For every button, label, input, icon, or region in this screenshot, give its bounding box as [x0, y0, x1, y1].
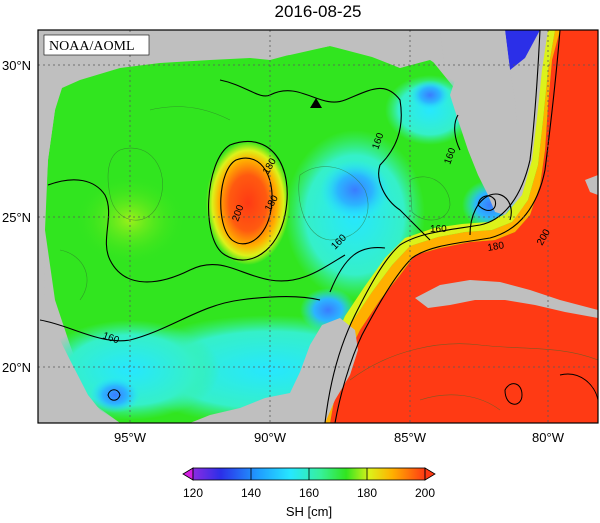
contour-160-south [39, 296, 321, 342]
colorbar: 120 140 160 180 200 SH [cm] [182, 467, 436, 519]
blue-patch-1 [320, 160, 390, 220]
contour-label: 160 [430, 224, 447, 235]
colorbar-title: SH [cm] [286, 504, 332, 519]
contour-200-front [334, 30, 561, 423]
colorbar-tick-label: 200 [415, 486, 435, 500]
front-band-yellow [322, 30, 560, 423]
minor-contours [59, 106, 598, 411]
contour-sw-small [107, 389, 121, 401]
colorbar-tick-label: 160 [299, 486, 319, 500]
contour-180-front [324, 30, 541, 423]
map-area [38, 30, 598, 423]
mexico-land [38, 230, 120, 423]
contour-160-east [469, 193, 512, 236]
contour-160-west [47, 179, 346, 283]
map-frame [37, 29, 599, 424]
credit-text: NOAA/AOML [49, 39, 135, 54]
contour-140-small [477, 195, 497, 211]
lon-label-95w: 95°W [114, 430, 147, 445]
atlantic-blue-corner [505, 30, 540, 70]
blue-patch-4 [410, 80, 450, 110]
lat-label-20n: 20°N [2, 360, 31, 375]
lon-label-80w: 80°W [532, 430, 565, 445]
contour-label: 180 [487, 240, 506, 254]
lon-label-90w: 90°W [254, 430, 287, 445]
colorbar-tick-label: 120 [183, 486, 203, 500]
colorbar-tick-label: 140 [241, 486, 261, 500]
gridlines [38, 30, 598, 423]
map-title: 2016-08-25 [275, 2, 362, 21]
contour-eddy-180 [208, 140, 288, 261]
contour-160-ne [454, 114, 461, 151]
latitude-labels: 30°N 25°N 20°N [2, 58, 31, 375]
contour-eddy-200 [220, 157, 273, 245]
colorbar-tick-label: 180 [357, 486, 377, 500]
contour-lines [39, 30, 598, 423]
contour-caribbean-2 [559, 373, 598, 401]
lon-label-85w: 85°W [394, 430, 427, 445]
contour-caribbean-loop [504, 383, 523, 405]
station-marker-triangle [310, 98, 322, 108]
colorbar-right-arrow [424, 467, 436, 481]
blue-patch-5 [90, 377, 140, 413]
florida-land [440, 30, 522, 215]
cuba-land [415, 280, 598, 318]
contour-160-north [219, 79, 431, 241]
longitude-labels: 95°W 90°W 85°W 80°W [114, 430, 565, 445]
colorbar-left-arrow [182, 467, 194, 481]
bahamas-land [585, 175, 598, 195]
contour-160-lower [329, 246, 386, 293]
yucatan-land [190, 318, 358, 423]
lat-label-25n: 25°N [2, 210, 31, 225]
credit-box [43, 34, 150, 56]
caribbean-warm-water [330, 30, 598, 423]
lat-label-30n: 30°N [2, 58, 31, 73]
